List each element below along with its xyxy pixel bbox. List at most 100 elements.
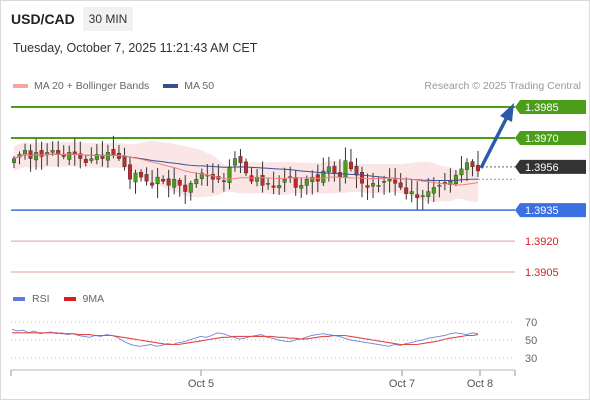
candle-body xyxy=(398,182,403,188)
candle-body xyxy=(304,178,309,186)
ma50-swatch xyxy=(163,84,179,88)
candle-body xyxy=(409,191,414,195)
candle-body xyxy=(371,183,376,187)
candle-body xyxy=(105,152,110,161)
candle-body xyxy=(293,177,298,188)
candle-body xyxy=(127,164,132,180)
level-label-box-resistance xyxy=(515,100,586,114)
rsi-ma-swatch xyxy=(63,297,76,301)
candle-body xyxy=(459,168,464,176)
rsi-tick-label: 70 xyxy=(525,317,537,329)
candle-body xyxy=(326,166,331,173)
forecast-arrow-head xyxy=(500,103,514,122)
candle-body xyxy=(122,156,127,168)
level-label-resistance: 1.3970 xyxy=(525,133,559,145)
candle-body xyxy=(111,149,116,155)
candle-body xyxy=(337,172,342,178)
candle-body xyxy=(50,150,55,153)
candle-body xyxy=(100,154,105,159)
candle-body xyxy=(227,166,232,183)
candle-body xyxy=(348,161,353,170)
level-label-pivot: 1.3935 xyxy=(525,205,559,217)
candle-body xyxy=(78,153,83,159)
candle-body xyxy=(94,154,99,160)
candle-body xyxy=(28,150,33,159)
candle-body xyxy=(67,152,72,160)
candle-body xyxy=(172,178,177,188)
level-label-resistance: 1.3985 xyxy=(525,102,559,114)
level-label-support: 1.3920 xyxy=(525,236,559,248)
candle-body xyxy=(426,191,431,197)
candle-body xyxy=(365,185,370,188)
candle-body xyxy=(393,179,398,184)
candle-body xyxy=(277,185,282,189)
candle-body xyxy=(382,181,387,183)
candle-body xyxy=(332,165,337,174)
rsi-line xyxy=(11,328,479,347)
level-label-last-price: 1.3956 xyxy=(525,162,559,174)
datetime-label: Tuesday, October 7, 2025 11:21:43 AM CET xyxy=(13,41,258,55)
candle-body xyxy=(155,176,160,184)
candle-body xyxy=(448,181,453,185)
level-label-box-resistance xyxy=(515,130,586,145)
timeframe-button[interactable]: 30 MIN xyxy=(83,7,133,31)
symbol-title: USD/CAD xyxy=(11,11,75,27)
rsi-legend-label: RSI xyxy=(32,293,50,305)
main-legend: MA 20 + Bollinger Bands MA 50 xyxy=(13,80,214,92)
candle-body xyxy=(470,161,475,168)
candle-body xyxy=(89,158,94,161)
candle-body xyxy=(387,178,392,182)
candle-body xyxy=(133,172,138,183)
ma50-legend-label: MA 50 xyxy=(184,80,215,92)
rsi-legend: RSI 9MA xyxy=(13,293,104,305)
candle-body xyxy=(39,150,44,157)
level-label-box-last-price xyxy=(515,159,586,174)
ma20-line xyxy=(13,153,479,186)
candle-body xyxy=(199,172,204,179)
level-label-support: 1.3905 xyxy=(525,267,559,279)
forecast-arrow-line xyxy=(479,116,509,169)
rsi-ma-line xyxy=(12,332,479,346)
candle-body xyxy=(161,179,166,182)
candle-body xyxy=(232,158,237,166)
candle-body xyxy=(354,165,359,176)
candle-body xyxy=(437,185,442,187)
rsi-tick-label: 50 xyxy=(525,335,537,347)
candle-body xyxy=(282,178,287,183)
candle-body xyxy=(83,158,88,163)
candle-body xyxy=(144,174,149,182)
candle-body xyxy=(11,158,16,163)
candle-body xyxy=(183,184,188,192)
candle-body xyxy=(476,164,481,172)
candle-body xyxy=(177,179,182,186)
rsi-tick-label: 30 xyxy=(525,353,537,365)
candle-body xyxy=(415,194,420,198)
candle-body xyxy=(271,185,276,188)
candle-body xyxy=(404,187,409,194)
rsi-swatch xyxy=(13,297,25,301)
candle-body xyxy=(310,176,315,183)
candle-body xyxy=(442,182,447,184)
candle-body xyxy=(464,162,469,170)
candle-body xyxy=(321,170,326,183)
time-tick-label: Oct 5 xyxy=(188,378,214,390)
candle-body xyxy=(139,172,144,178)
candle-body xyxy=(260,175,265,186)
level-label-box-pivot xyxy=(515,203,586,218)
candle-body xyxy=(166,178,171,186)
time-tick-label: Oct 7 xyxy=(389,378,415,390)
candle-body xyxy=(420,195,425,197)
research-credit: Research © 2025 Trading Central xyxy=(424,80,581,92)
candle-body xyxy=(299,185,304,189)
ma20-legend-label: MA 20 + Bollinger Bands xyxy=(34,80,150,92)
candle-body xyxy=(238,156,243,163)
candle-body xyxy=(221,180,226,182)
ma20-swatch xyxy=(13,84,28,88)
candle-body xyxy=(431,187,436,194)
rsi-ma-legend-label: 9MA xyxy=(82,293,105,305)
candle-body xyxy=(255,176,260,182)
candle-body xyxy=(453,174,458,185)
candle-body xyxy=(194,178,199,185)
candle-body xyxy=(34,152,39,161)
